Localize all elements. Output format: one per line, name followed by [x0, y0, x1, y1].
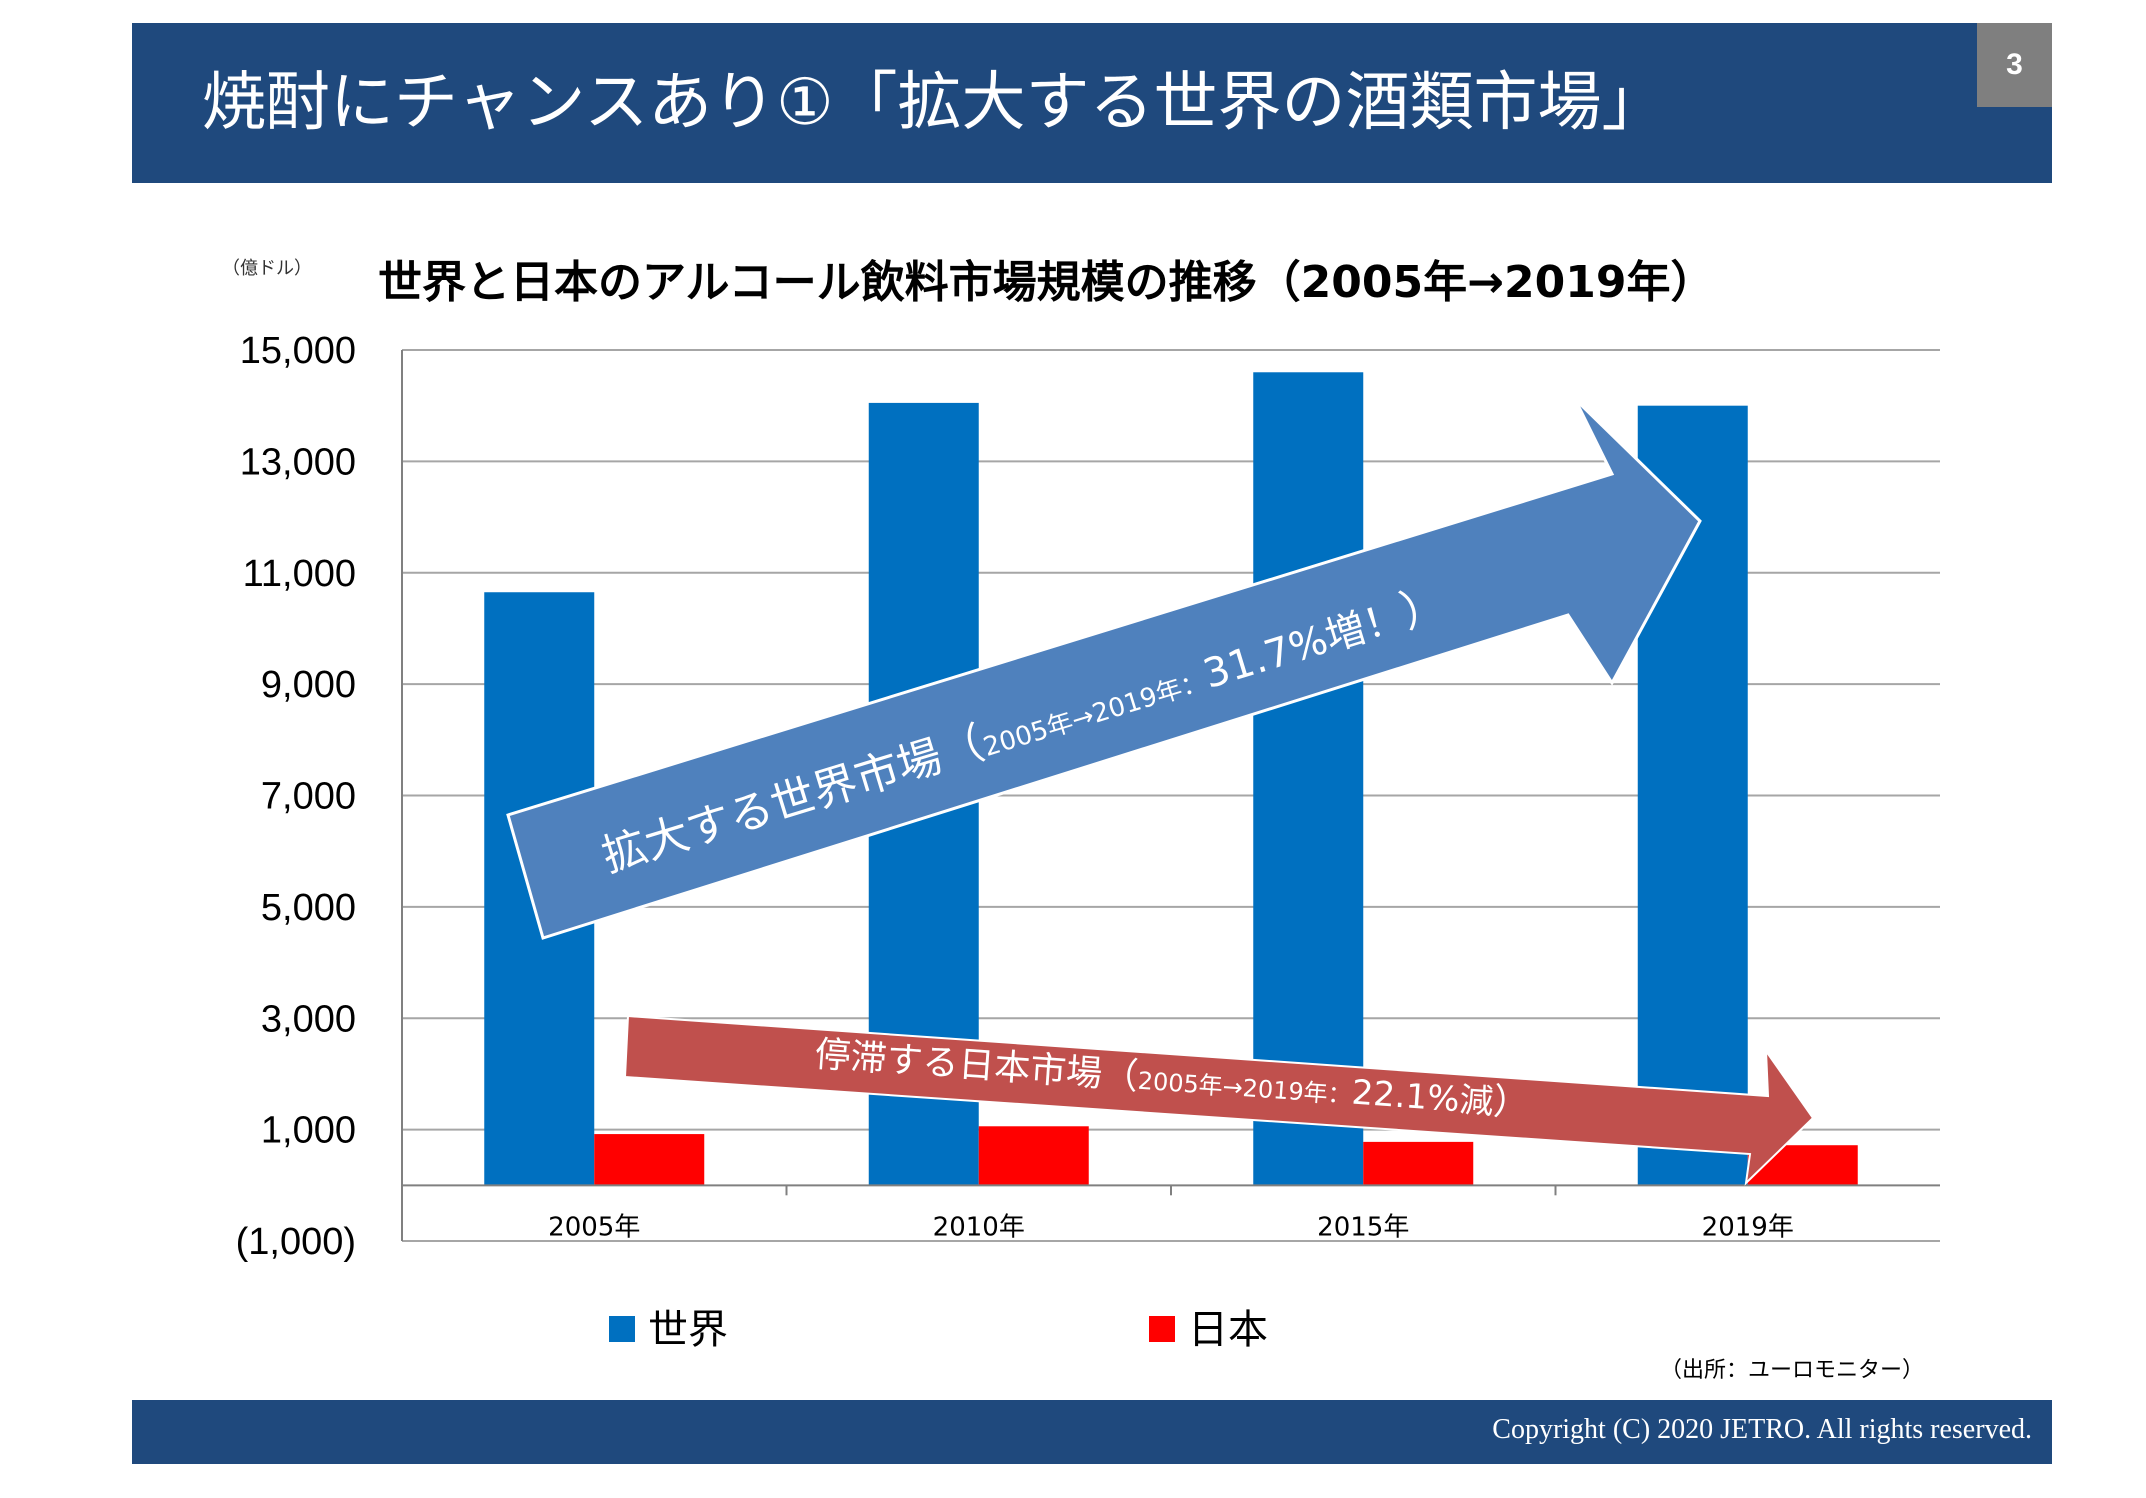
japan-annotation-paren-open: （: [1101, 1054, 1140, 1097]
page-number: 3: [1977, 23, 2052, 107]
japan-trend-arrow: 停滞する日本市場（2005年→2019年：22.1%減）: [623, 1014, 1815, 1186]
japan-annotation-paren-close: ）: [1492, 1082, 1531, 1125]
header-bar: 焼酎にチャンスあり①「拡大する世界の酒類市場」: [132, 23, 2052, 183]
y-tick-label: 11,000: [243, 553, 356, 595]
y-tick-label: 13,000: [240, 441, 356, 483]
source-note: （出所：ユーロモニター）: [1660, 1358, 1925, 1383]
x-tick-label: 2019年: [1702, 1212, 1794, 1242]
world-arrow-shape: [506, 397, 1702, 940]
y-tick-label: 1,000: [261, 1110, 356, 1152]
legend-swatch-japan: [1149, 1316, 1175, 1342]
y-tick-label: 5,000: [261, 887, 356, 929]
x-tick-label: 2015年: [1317, 1212, 1409, 1242]
bar-japan: [1363, 1141, 1474, 1186]
bar-world: [1253, 372, 1364, 1186]
bars: [484, 372, 1858, 1186]
y-axis-ticks: 15,000 13,000 11,000 9,000 7,000 5,000 3,000 1,…: [236, 330, 356, 1263]
legend-label-world: 世界: [648, 1307, 728, 1353]
bar-japan: [594, 1134, 705, 1186]
chart-title: 世界と日本のアルコール飲料市場規模の推移（2005年→2019年）: [378, 257, 1715, 308]
legend-swatch-world: [609, 1316, 635, 1342]
y-tick-label: (1,000): [236, 1221, 356, 1263]
bar-japan: [978, 1126, 1089, 1186]
x-tick-label: 2010年: [933, 1212, 1025, 1242]
x-axis-labels: 2005年 2010年 2015年 2019年: [548, 1212, 1794, 1242]
y-unit-label: （億ドル）: [222, 258, 312, 279]
x-axis: [401, 350, 1940, 1241]
world-trend-arrow: 拡大する世界市場（2005年→2019年：31.7%増！）: [506, 397, 1702, 940]
japan-annotation-change: 22.1%減: [1350, 1073, 1494, 1123]
footer-bar: Copyright (C) 2020 JETRO. All rights res…: [132, 1400, 2052, 1464]
y-tick-label: 3,000: [261, 998, 356, 1040]
slide-title: 焼酎にチャンスあり①「拡大する世界の酒類市場」: [202, 66, 1666, 140]
legend: 世界 日本: [609, 1307, 1268, 1353]
x-tick-label: 2005年: [548, 1212, 640, 1242]
copyright: Copyright (C) 2020 JETRO. All rights res…: [1492, 1414, 2032, 1445]
japan-arrow-shape: [623, 1014, 1815, 1186]
y-tick-label: 7,000: [261, 776, 356, 818]
legend-label-japan: 日本: [1188, 1307, 1268, 1353]
y-tick-label: 9,000: [261, 664, 356, 706]
y-tick-label: 15,000: [240, 330, 356, 372]
